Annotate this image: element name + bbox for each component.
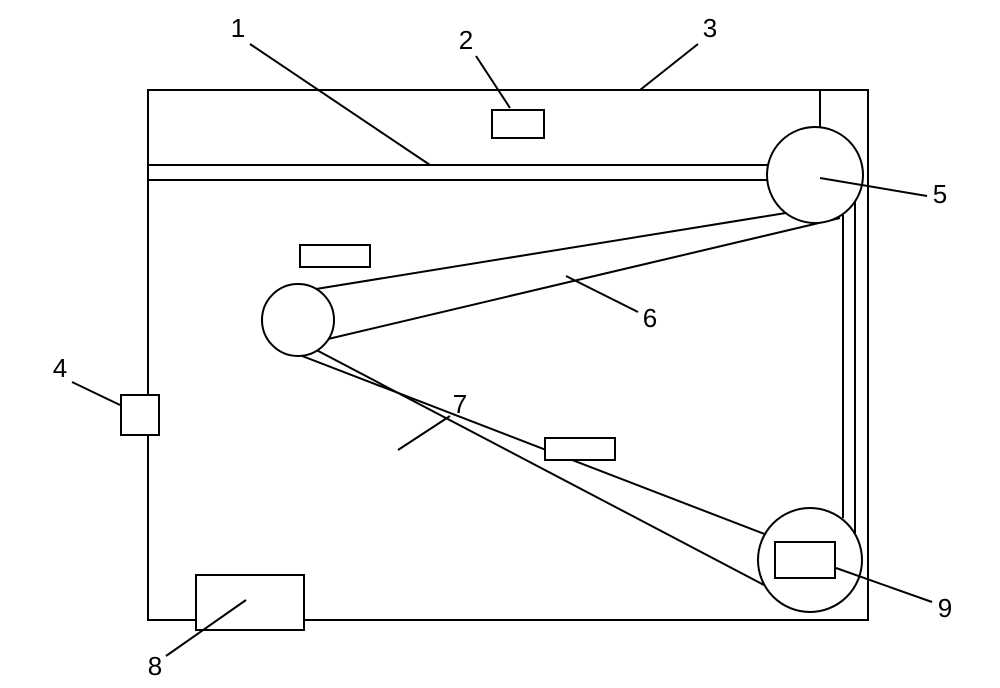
label-9: 9 [938, 593, 952, 623]
label-3: 3 [703, 13, 717, 43]
block-bottom-right [775, 542, 835, 578]
label-1: 1 [231, 13, 245, 43]
block-top [492, 110, 544, 138]
label-6: 6 [643, 303, 657, 333]
engineering-diagram: 1 2 3 4 5 6 7 8 9 [0, 0, 1000, 688]
block-mid [300, 245, 370, 267]
label-4: 4 [53, 353, 67, 383]
label-2: 2 [459, 25, 473, 55]
label-7: 7 [453, 389, 467, 419]
roller-mid-left [262, 284, 334, 356]
block-left [121, 395, 159, 435]
label-5: 5 [933, 179, 947, 209]
roller-top-right [767, 127, 863, 223]
block-bottom-left [196, 575, 304, 630]
label-8: 8 [148, 651, 162, 681]
block-low [545, 438, 615, 460]
